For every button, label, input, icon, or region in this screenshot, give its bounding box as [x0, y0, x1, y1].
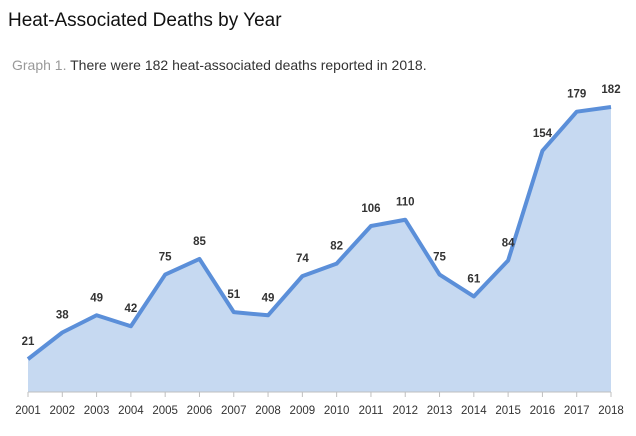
- data-label: 110: [396, 197, 415, 209]
- x-tick-label: 2008: [255, 405, 281, 417]
- data-label: 75: [433, 252, 446, 264]
- area-fill: [28, 107, 611, 392]
- x-tick-label: 2015: [495, 405, 521, 417]
- data-label: 49: [90, 292, 103, 304]
- subtitle-text: There were 182 heat-associated deaths re…: [70, 57, 427, 73]
- data-label: 84: [502, 237, 515, 249]
- data-label: 38: [56, 309, 69, 321]
- chart-subtitle: Graph 1. There were 182 heat-associated …: [12, 57, 427, 73]
- data-label: 74: [296, 253, 309, 265]
- data-label: 154: [533, 128, 553, 140]
- data-label: 75: [159, 252, 172, 264]
- x-tick-label: 2009: [290, 405, 316, 417]
- x-tick-label: 2016: [530, 405, 556, 417]
- x-tick-label: 2002: [49, 405, 75, 417]
- x-tick-label: 2005: [152, 405, 178, 417]
- data-label: 51: [227, 289, 240, 301]
- x-tick-label: 2017: [564, 405, 590, 417]
- data-label: 21: [22, 336, 35, 348]
- x-tick-label: 2003: [84, 405, 110, 417]
- x-tick-label: 2014: [461, 405, 487, 417]
- data-label: 82: [330, 241, 343, 253]
- data-label: 85: [193, 236, 206, 248]
- x-tick-label: 2018: [598, 405, 624, 417]
- data-label: 61: [467, 273, 480, 285]
- x-tick-label: 2012: [392, 405, 418, 417]
- x-tick-label: 2001: [15, 405, 41, 417]
- x-tick-label: 2011: [359, 405, 384, 417]
- data-label: 49: [262, 292, 275, 304]
- x-tick-label: 2006: [187, 405, 213, 417]
- x-tick-label: 2013: [427, 405, 453, 417]
- x-tick-label: 2004: [118, 405, 144, 417]
- graph-label: Graph 1.: [12, 57, 67, 73]
- data-label: 182: [601, 84, 620, 96]
- data-label: 106: [361, 203, 380, 215]
- data-label: 179: [567, 89, 586, 101]
- x-tick-label: 2010: [324, 405, 350, 417]
- x-tick-label: 2007: [221, 405, 247, 417]
- series-line: [26, 105, 612, 361]
- chart-title: Heat-Associated Deaths by Year: [8, 10, 282, 31]
- data-label: 42: [124, 303, 137, 315]
